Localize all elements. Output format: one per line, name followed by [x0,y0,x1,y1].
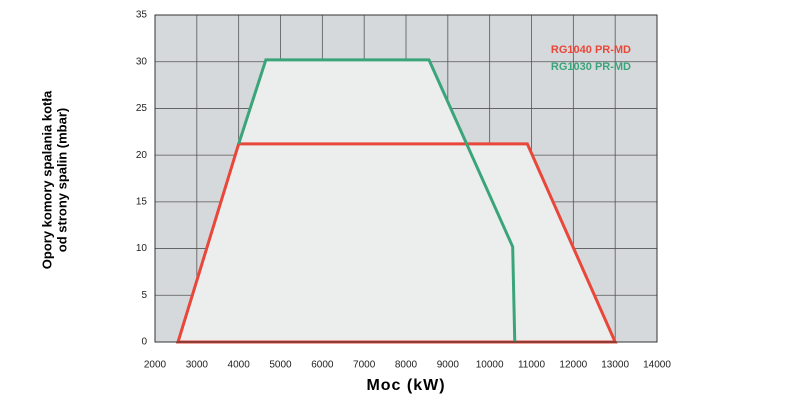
ticks: 2000 3000 4000 5000 6000 7000 8000 9000 10000 110… [136,10,671,371]
x-tick-label: 2000 [144,360,167,371]
y-tick-label: 25 [136,103,148,114]
y-tick-label: 10 [136,243,148,254]
x-tick-label: 6000 [311,360,334,371]
legend-label: RG1030 PR-MD [551,61,631,73]
y-tick-label: 30 [136,56,148,67]
x-tick-label: 11000 [518,360,546,371]
x-tick-label: 8000 [395,360,418,371]
x-tick-label: 3000 [186,360,209,371]
y-tick-label: 20 [136,150,148,161]
y-tick-label: 5 [141,290,147,301]
x-tick-label: 13000 [601,360,629,371]
x-tick-label: 12000 [559,360,587,371]
x-tick-label: 5000 [269,360,292,371]
plot-frame [154,14,658,343]
y-tick-label: 15 [136,196,148,207]
y-axis-title: Opory komory spalania kotła [39,90,54,269]
x-tick-label: 7000 [353,360,376,371]
x-axis-title: Moc (kW) [366,377,445,394]
envelope-fill [238,59,515,343]
x-tick-label: 10000 [476,360,504,371]
x-tick-label: 9000 [437,360,460,371]
legend: RG1040 PR-MD RG1030 PR-MD [551,44,631,73]
x-tick-label: 14000 [643,360,671,371]
envelopes [178,59,616,343]
y-axis-title: od strony spalin (mbar) [54,108,69,252]
series-line [237,58,517,343]
legend-label: RG1040 PR-MD [551,44,631,56]
y-tick-label: 35 [136,10,148,21]
x-tick-label: 4000 [228,360,251,371]
y-tick-label: 0 [141,337,147,348]
